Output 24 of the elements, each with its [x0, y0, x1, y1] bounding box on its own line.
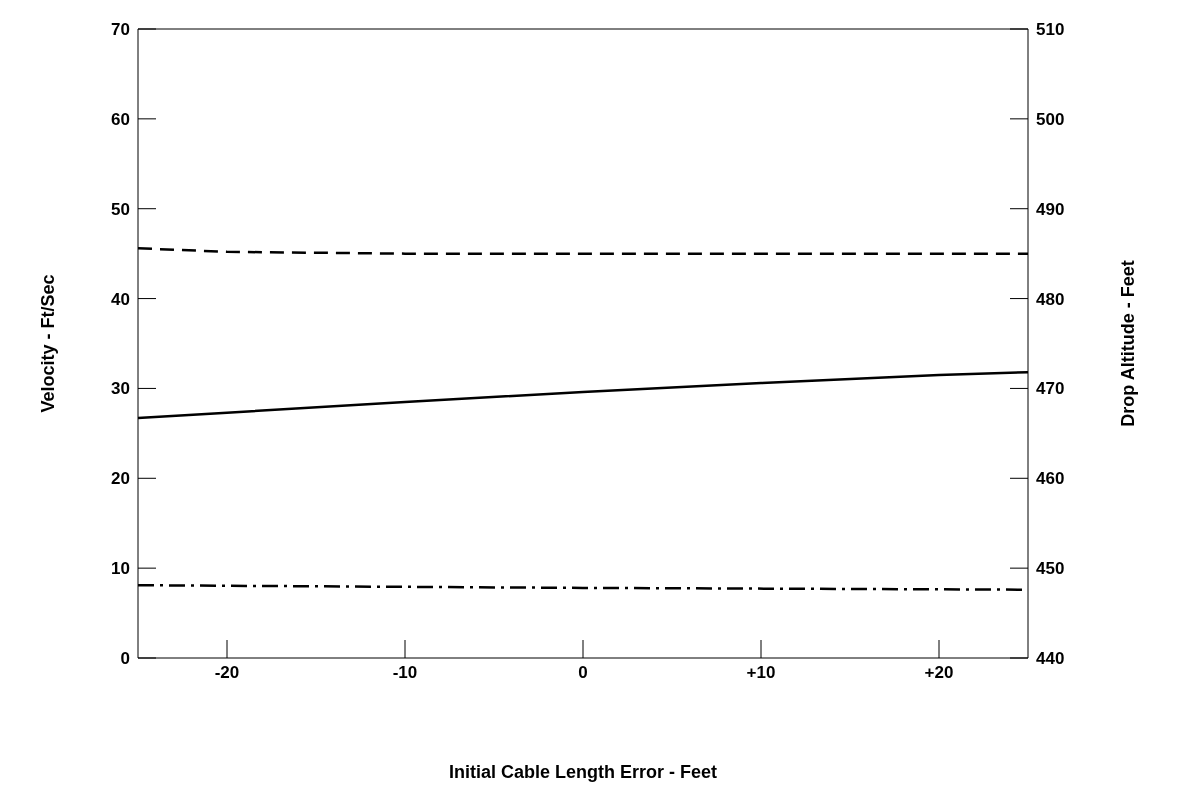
- x-tick-label: +20: [924, 663, 954, 683]
- x-tick-label: -10: [392, 663, 418, 683]
- y-tick-label: 10: [111, 559, 130, 579]
- y2-tick-label: 460: [1036, 469, 1065, 489]
- y2-axis-title: Drop Altitude - Feet: [1118, 260, 1139, 427]
- y-tick-label: 40: [111, 289, 130, 309]
- x-tick-label: -20: [214, 663, 240, 683]
- y2-tick-label: 510: [1036, 20, 1065, 40]
- y-tick-label: 70: [111, 20, 130, 40]
- y2-tick-label: 480: [1036, 289, 1065, 309]
- y2-tick-label: 450: [1036, 559, 1065, 579]
- y2-tick-label: 500: [1036, 109, 1065, 129]
- y2-tick-label: 490: [1036, 199, 1065, 219]
- x-tick-label: +10: [746, 663, 776, 683]
- y2-tick-label: 440: [1036, 649, 1065, 669]
- y-tick-label: 60: [111, 109, 130, 129]
- y-tick-label: 50: [111, 199, 130, 219]
- x-axis-title: Initial Cable Length Error - Feet: [448, 762, 718, 782]
- x-tick-label: 0: [578, 663, 588, 683]
- y-axis-title: Velocity - Ft/Sec: [38, 274, 59, 413]
- y2-tick-label: 470: [1036, 379, 1065, 399]
- y-tick-label: 0: [120, 649, 130, 669]
- y-tick-label: 30: [111, 379, 130, 399]
- y-tick-label: 20: [111, 469, 130, 489]
